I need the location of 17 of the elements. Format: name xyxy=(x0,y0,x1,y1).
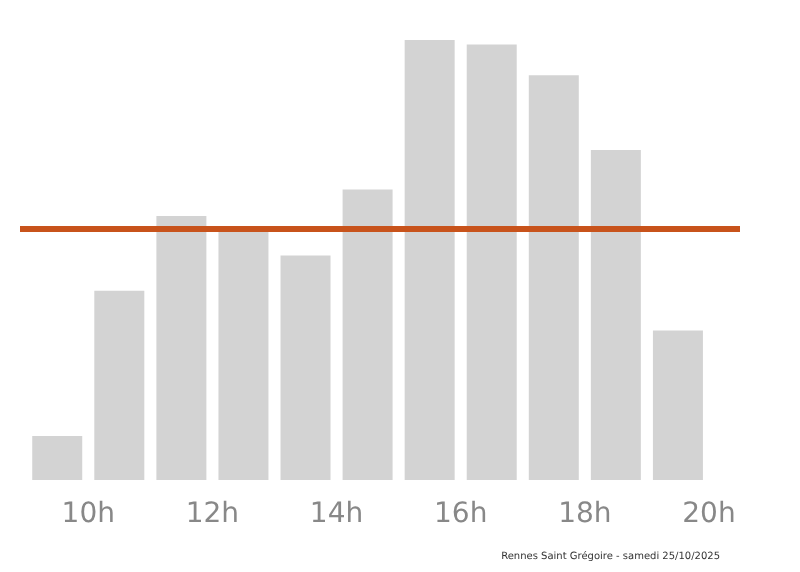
bar xyxy=(404,40,455,480)
bar xyxy=(590,150,641,480)
bar xyxy=(342,189,393,480)
x-tick-label: 18h xyxy=(558,498,612,530)
x-tick-label: 14h xyxy=(309,498,364,530)
x-tick-label: 20h xyxy=(682,498,736,530)
x-tick-label: 10h xyxy=(61,498,115,530)
bar xyxy=(156,216,207,480)
x-tick-label: 12h xyxy=(185,498,240,530)
bar xyxy=(218,229,269,480)
bar xyxy=(528,75,579,480)
bar xyxy=(94,290,145,480)
x-tick-label: 16h xyxy=(434,498,488,530)
bar xyxy=(652,330,703,480)
bar xyxy=(466,44,517,480)
bar xyxy=(280,255,331,480)
bar xyxy=(32,436,83,480)
